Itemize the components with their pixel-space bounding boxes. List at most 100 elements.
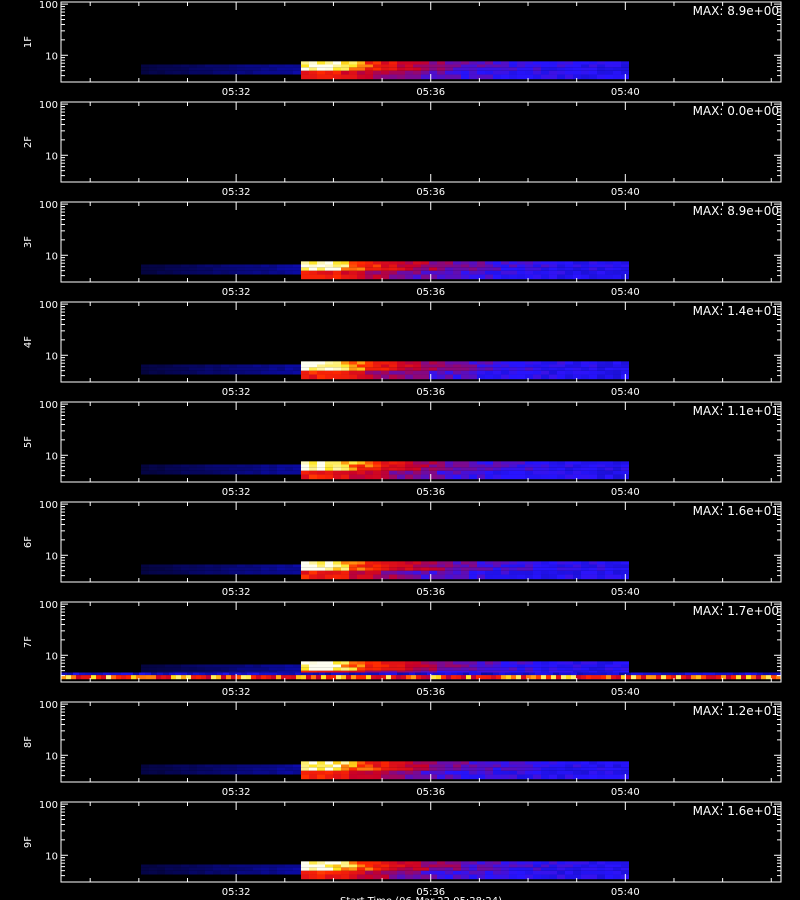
heatmap-cell <box>581 61 589 65</box>
heatmap-cell <box>469 61 477 65</box>
noise-cell <box>355 672 361 676</box>
heatmap-cell <box>197 770 205 775</box>
heatmap-cell <box>485 764 493 768</box>
heatmap-cell <box>413 774 421 780</box>
heatmap-cell <box>485 667 493 671</box>
heatmap-cell <box>245 867 253 871</box>
heatmap-cell <box>309 774 317 780</box>
heatmap-cell <box>429 461 437 465</box>
max-label: MAX: 1.1e+01 <box>693 404 779 418</box>
heatmap-cell <box>501 374 509 380</box>
heatmap-cell <box>429 867 437 871</box>
heatmap-cell <box>565 770 573 775</box>
heatmap-cell <box>533 367 541 371</box>
heatmap-cell <box>365 667 373 671</box>
heatmap-cell <box>589 470 597 475</box>
heatmap-cell <box>333 461 341 465</box>
heatmap-cell <box>605 374 613 380</box>
heatmap-cell <box>397 374 405 380</box>
heatmap-cell <box>533 70 541 75</box>
heatmap-cell <box>301 270 309 275</box>
heatmap-cell <box>469 267 477 271</box>
heatmap-cell <box>157 270 165 275</box>
heatmap-cell <box>429 474 437 480</box>
heatmap-cell <box>501 864 509 868</box>
heatmap-cell <box>381 770 389 775</box>
heatmap-cell <box>349 267 357 271</box>
heatmap-cell <box>589 774 597 780</box>
heatmap-cell <box>621 67 629 71</box>
heatmap-cell <box>485 370 493 375</box>
heatmap-cell <box>605 764 613 768</box>
heatmap-cell <box>621 770 629 775</box>
heatmap-cell <box>253 864 261 868</box>
heatmap-cells-3F <box>141 261 629 280</box>
heatmap-cell <box>173 464 181 468</box>
heatmap-cell <box>261 67 269 71</box>
noise-cell <box>217 672 223 676</box>
heatmap-cell <box>341 764 349 768</box>
heatmap-cell <box>453 364 461 368</box>
heatmap-cell <box>517 870 525 875</box>
heatmap-cell <box>573 664 581 668</box>
heatmap-cell <box>413 64 421 68</box>
heatmap-cell <box>429 464 437 468</box>
heatmap-cell <box>509 874 517 880</box>
heatmap-cell <box>477 70 485 75</box>
heatmap-cell <box>229 270 237 275</box>
heatmap-cell <box>461 367 469 371</box>
heatmap-cell <box>269 567 277 571</box>
noise-cell <box>343 672 349 676</box>
heatmap-cell <box>221 367 229 371</box>
heatmap-cell <box>565 474 573 480</box>
heatmap-cell <box>357 774 365 780</box>
heatmap-cell <box>285 870 293 875</box>
heatmap-cell <box>485 570 493 575</box>
heatmap-cell <box>269 864 277 868</box>
heatmap-cell <box>429 870 437 875</box>
heatmap-cell <box>517 661 525 665</box>
heatmap-cell <box>317 870 325 875</box>
heatmap-cell <box>165 567 173 571</box>
heatmap-cell <box>309 61 317 65</box>
heatmap-cell <box>165 67 173 71</box>
heatmap-cell <box>429 570 437 575</box>
heatmap-cell <box>229 570 237 575</box>
heatmap-cell <box>381 864 389 868</box>
heatmap-cell <box>389 470 397 475</box>
heatmap-cell <box>357 61 365 65</box>
heatmap-cell <box>269 570 277 575</box>
noise-cell <box>745 672 751 676</box>
heatmap-cell <box>461 664 469 668</box>
heatmap-cell <box>149 67 157 71</box>
heatmap-cell <box>421 664 429 668</box>
x-tick-label: 05:40 <box>611 787 640 798</box>
y-tick-label: 10 <box>45 551 58 562</box>
heatmap-cell <box>613 861 621 865</box>
heatmap-cell <box>485 64 493 68</box>
heatmap-cell <box>373 761 381 765</box>
heatmap-cell <box>181 267 189 271</box>
y-tick-label: 100 <box>39 600 58 611</box>
heatmap-cell <box>429 467 437 471</box>
noise-cell <box>236 675 241 680</box>
noise-cell <box>481 675 486 680</box>
heatmap-cell <box>357 361 365 365</box>
heatmap-cell <box>349 461 357 465</box>
heatmap-cell <box>461 67 469 71</box>
heatmap-cell <box>541 64 549 68</box>
heatmap-cell <box>293 467 301 471</box>
heatmap-cell <box>173 470 181 475</box>
heatmap-cell <box>597 774 605 780</box>
heatmap-cell <box>285 764 293 768</box>
heatmap-cell <box>605 864 613 868</box>
noise-cell <box>471 675 476 680</box>
heatmap-cell <box>301 661 309 665</box>
heatmap-cell <box>269 464 277 468</box>
heatmap-cell <box>357 874 365 880</box>
heatmap-cell <box>469 474 477 480</box>
heatmap-cell <box>533 867 541 871</box>
noise-cell <box>746 675 751 680</box>
